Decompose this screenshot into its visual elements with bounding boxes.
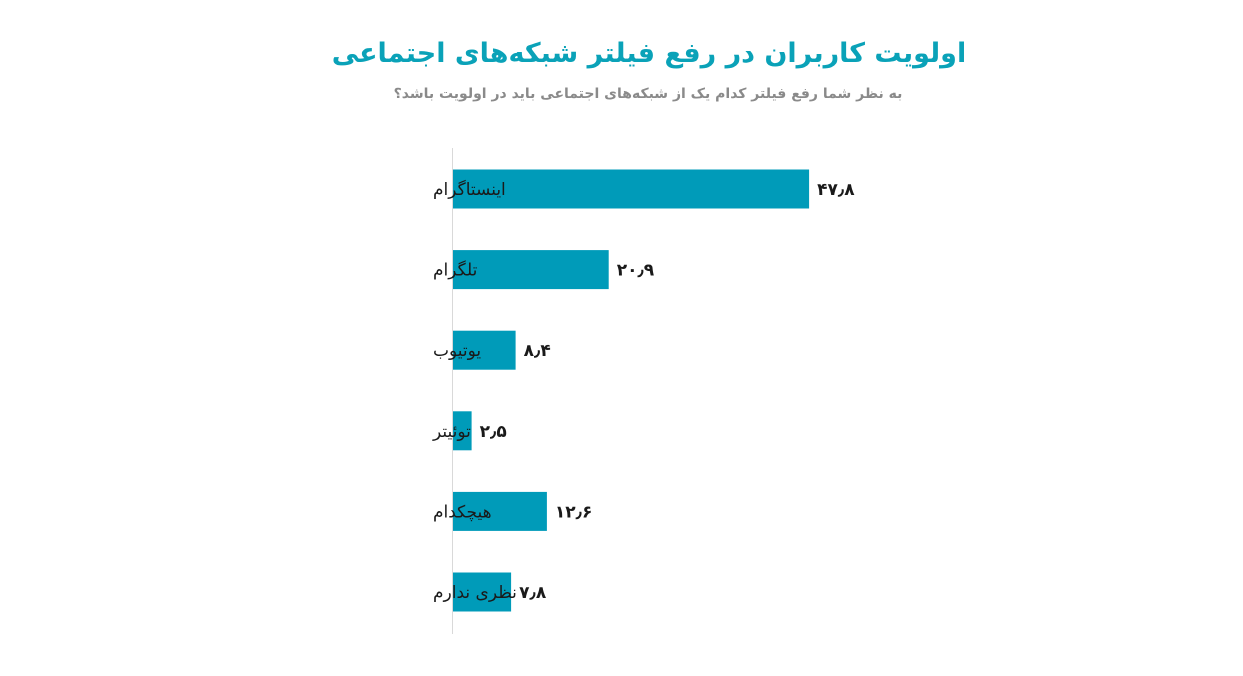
category-label-1: تلگرام: [433, 260, 478, 281]
chart-subtitle: به نظر شما رفع فیلتر کدام یک از شبکه‌های…: [393, 86, 903, 102]
value-label-0: ۴۷٫۸: [817, 180, 855, 200]
value-labels-group: ۴۷٫۸ ۲۰٫۹ ۸٫۴ ۲٫۵ ۱۲٫۶ ۷٫۸: [480, 180, 856, 603]
bar-1: [453, 250, 609, 290]
value-label-4: ۱۲٫۶: [555, 502, 592, 522]
bars-group: [453, 169, 810, 612]
category-label-2: یوتیوب: [433, 341, 481, 361]
bar-3: [453, 411, 472, 451]
category-label-4: هیچکدام: [433, 502, 492, 522]
value-label-3: ۲٫۵: [480, 422, 507, 442]
category-label-5: نظری ندارم: [433, 583, 517, 603]
chart-title: اولویت کاربران در رفع فیلتر شبکه‌های اجت…: [331, 38, 967, 69]
category-labels-group: اینستاگرام تلگرام یوتیوب توئیتر هیچکدام نظری …: [432, 179, 517, 603]
value-label-5: ۷٫۸: [519, 583, 547, 603]
bar-4: [453, 491, 547, 531]
bar-0: [453, 169, 810, 209]
bar-2: [453, 330, 516, 370]
category-label-3: توئیتر: [432, 422, 471, 442]
category-label-0: اینستاگرام: [433, 179, 506, 200]
value-label-1: ۲۰٫۹: [617, 261, 655, 281]
value-label-2: ۸٫۴: [524, 341, 551, 361]
bar-5: [453, 572, 512, 612]
